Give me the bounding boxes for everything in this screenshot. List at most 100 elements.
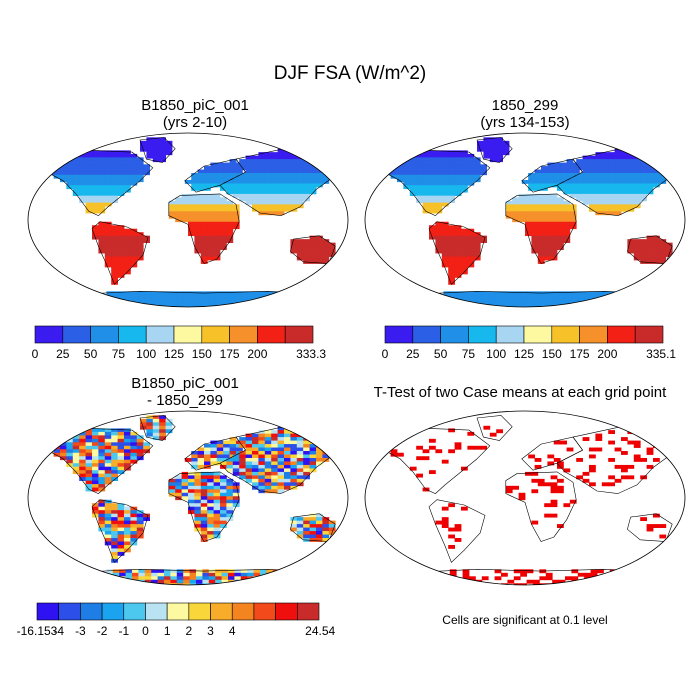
grid-cell <box>469 291 476 296</box>
grid-cell <box>390 449 398 454</box>
grid-cell <box>264 444 272 448</box>
grid-cell <box>260 583 267 585</box>
grid-cell <box>565 576 572 581</box>
grid-cell <box>85 192 93 197</box>
grid-cell <box>576 183 583 188</box>
grid-cell <box>111 153 118 158</box>
grid-cell <box>220 207 227 212</box>
grid-cell <box>627 239 635 244</box>
grid-cell <box>544 200 551 205</box>
grid-cell <box>435 232 443 237</box>
grid-cell <box>480 239 487 244</box>
grid-cell <box>117 513 125 518</box>
grid-cell <box>550 513 558 518</box>
grid-cell <box>264 454 272 459</box>
grid-cell <box>531 221 539 226</box>
grid-cell <box>138 587 145 591</box>
grid-cell <box>232 225 240 230</box>
grid-cell <box>151 579 158 584</box>
grid-cell <box>61 305 69 307</box>
grid-cell <box>119 294 126 299</box>
grid-cell <box>454 273 462 278</box>
grid-cell <box>441 178 449 183</box>
grid-cell <box>258 430 266 435</box>
grid-cell <box>303 179 310 184</box>
grid-cell <box>614 207 622 212</box>
grid-cell <box>379 309 386 313</box>
grid-cell <box>157 291 165 296</box>
grid-cell <box>324 583 331 585</box>
grid-cell <box>200 253 208 257</box>
grid-cell <box>621 193 628 198</box>
grid-cell <box>397 171 404 176</box>
grid-cell <box>176 576 184 581</box>
grid-cell <box>290 179 298 184</box>
grid-cell <box>526 579 534 584</box>
grid-cell <box>335 444 342 448</box>
grid-cell <box>92 431 99 436</box>
grid-cell <box>525 471 532 476</box>
grid-cell <box>124 541 131 546</box>
grid-cell <box>197 451 205 455</box>
grid-cell <box>130 438 138 443</box>
colorbar-swatch <box>634 325 664 344</box>
grid-cell <box>87 309 94 313</box>
coastline-northAmerica <box>383 150 491 217</box>
grid-cell <box>94 587 101 591</box>
grid-cell <box>450 309 457 313</box>
grid-cell <box>525 228 532 233</box>
grid-cell <box>188 211 195 216</box>
grid-cell <box>553 440 561 445</box>
grid-cell <box>424 576 431 581</box>
grid-cell <box>213 207 221 212</box>
grid-cell <box>481 576 489 581</box>
grid-cell <box>181 478 189 483</box>
grid-cell <box>601 176 609 181</box>
grid-cell <box>589 162 596 167</box>
grid-cell <box>309 457 317 462</box>
grid-cell <box>525 218 532 223</box>
grid-cell <box>226 457 234 462</box>
grid-cell <box>157 294 165 299</box>
grid-cell <box>547 173 555 177</box>
grid-cell <box>495 309 502 313</box>
grid-cell <box>653 524 660 528</box>
grid-cell <box>296 461 304 466</box>
grid-cell <box>416 181 423 186</box>
grid-cell <box>328 451 336 455</box>
grid-cell <box>448 164 455 169</box>
grid-cell <box>665 162 673 167</box>
grid-cell <box>220 496 227 501</box>
grid-cell <box>398 301 406 306</box>
grid-cell <box>467 181 475 186</box>
grid-cell <box>209 587 216 591</box>
grid-cell <box>513 583 521 585</box>
grid-cell <box>494 294 502 299</box>
grid-cell <box>143 239 150 244</box>
grid-cell <box>316 169 323 174</box>
grid-cell <box>117 435 125 440</box>
grid-cell <box>279 309 286 313</box>
grid-cell <box>170 569 178 574</box>
grid-cell <box>520 569 527 574</box>
grid-cell <box>117 225 125 230</box>
grid-cell <box>104 260 112 264</box>
grid-cell <box>213 527 221 532</box>
grid-cell <box>462 301 470 306</box>
grid-cell <box>194 492 202 497</box>
grid-cell <box>518 496 526 501</box>
grid-cell <box>290 454 298 459</box>
grid-cell <box>98 164 106 169</box>
grid-cell <box>232 214 240 219</box>
grid-cell <box>290 482 298 487</box>
grid-cell <box>448 235 455 240</box>
grid-cell <box>569 190 577 195</box>
grid-cell <box>130 253 138 257</box>
grid-cell <box>461 188 468 193</box>
grid-cell <box>104 232 112 237</box>
grid-cell <box>136 171 144 176</box>
grid-cell <box>232 471 240 476</box>
grid-cell <box>196 579 203 584</box>
grid-cell <box>213 218 221 223</box>
grid-cell <box>124 242 131 247</box>
